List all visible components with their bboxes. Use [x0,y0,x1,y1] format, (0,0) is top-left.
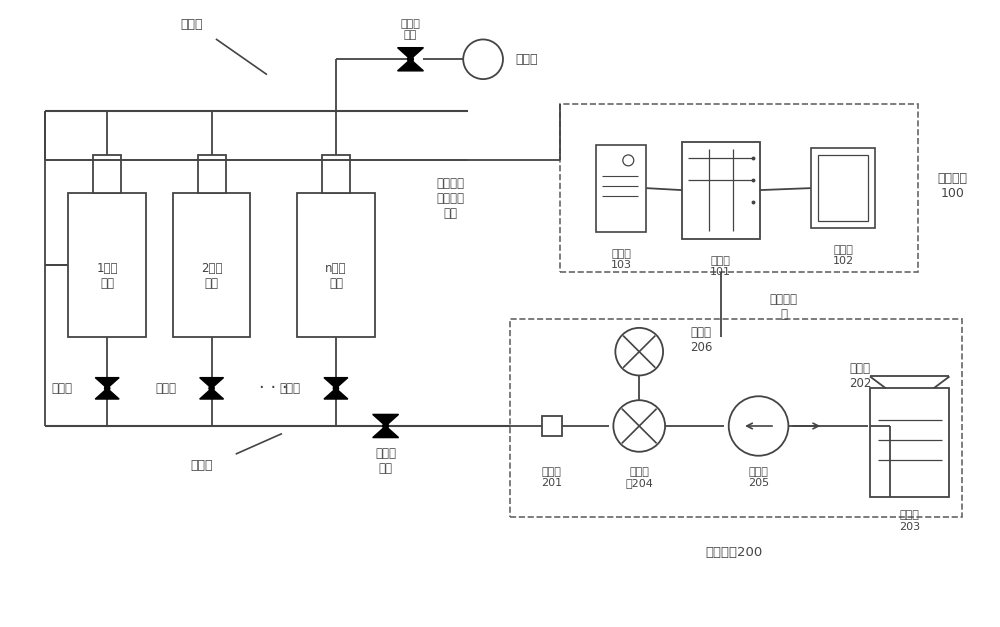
Text: 采集器
101: 采集器 101 [710,256,731,277]
Bar [68,193,146,337]
Circle shape [613,400,665,452]
Text: 1号水
准盒: 1号水 准盒 [96,263,118,290]
Bar [510,319,962,517]
Text: 2号水
准盒: 2号水 准盒 [201,263,222,290]
Text: 执行单元200: 执行单元200 [705,546,762,559]
Polygon shape [324,377,348,388]
Bar [542,416,562,436]
Bar [811,149,875,228]
Text: 采集器
103: 采集器 103 [611,249,632,270]
Text: 入水阀: 入水阀 [51,382,72,395]
Text: 排气管: 排气管 [180,18,203,31]
Circle shape [209,386,214,391]
Text: 数据传输
线: 数据传输 线 [769,293,797,321]
Bar [198,155,226,193]
Bar [322,155,350,193]
Text: 入水阀: 入水阀 [280,382,301,395]
Bar [173,193,250,337]
Text: 集水器: 集水器 [190,459,213,472]
Polygon shape [324,388,348,399]
Polygon shape [398,60,423,71]
Text: 连接头
201: 连接头 201 [541,466,562,488]
Text: 通风塞: 通风塞 [515,53,537,66]
Bar [560,104,918,272]
Bar [870,388,949,497]
Text: 数据传输
线（水准
盒）: 数据传输 线（水准 盒） [436,177,464,219]
Bar [818,155,868,221]
Circle shape [623,155,634,166]
Polygon shape [200,388,224,399]
Text: 入水阀: 入水阀 [155,382,176,395]
Polygon shape [398,48,423,60]
Text: 采集器
102: 采集器 102 [833,245,854,266]
Circle shape [615,328,663,376]
Text: 取液管
202: 取液管 202 [849,362,871,391]
Bar [682,142,760,239]
Polygon shape [95,388,119,399]
Circle shape [463,40,503,79]
Circle shape [333,386,339,391]
Text: 排气管
阀门: 排气管 阀门 [401,19,420,40]
Text: 压力计
206: 压力计 206 [690,326,712,354]
Text: · · ·: · · · [259,379,288,398]
Circle shape [105,386,110,391]
Bar [297,193,375,337]
Text: 集液桶
203: 集液桶 203 [899,510,920,532]
Bar [596,144,646,232]
Circle shape [408,56,413,62]
Bar [93,155,121,193]
Polygon shape [95,377,119,388]
Polygon shape [200,377,224,388]
Text: n号水
准盒: n号水 准盒 [325,263,347,290]
Polygon shape [373,414,399,426]
Text: 集水器
阀门: 集水器 阀门 [375,446,396,475]
Text: 微流量
计204: 微流量 计204 [625,466,653,488]
Text: 控制装置
100: 控制装置 100 [937,172,967,200]
Circle shape [383,423,388,429]
Text: 微型泵
205: 微型泵 205 [748,466,769,488]
Circle shape [729,396,788,456]
Polygon shape [373,426,399,438]
